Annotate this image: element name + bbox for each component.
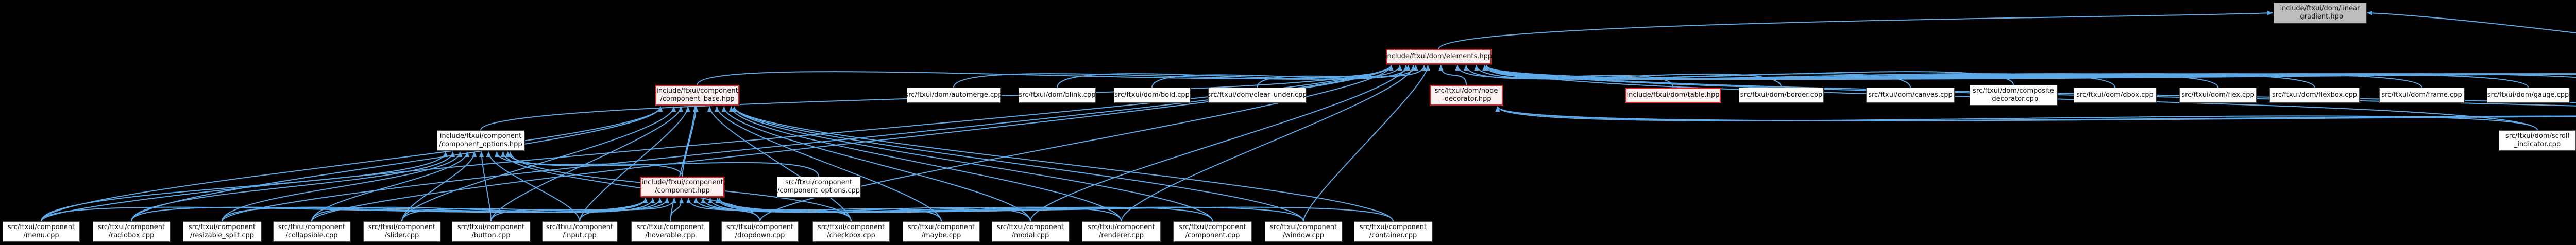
- graph-node-slider-cpp[interactable]: src/ftxui/component /slider.cpp: [363, 221, 440, 242]
- include-edge: [2367, 10, 2576, 33]
- graph-node-hoverable-cpp[interactable]: src/ftxui/component /hoverable.cpp: [631, 221, 709, 242]
- graph-node-flexbox-cpp[interactable]: src/ftxui/dom/flexbox.cpp: [2269, 87, 2360, 103]
- graph-node-border-cpp[interactable]: src/ftxui/dom/border.cpp: [1739, 87, 1824, 103]
- graph-node-linear-gradient-hpp: include/ftxui/dom/linear _gradient.hpp: [2274, 3, 2366, 23]
- include-edge: [1495, 106, 2576, 121]
- include-edge: [131, 198, 648, 222]
- graph-node-node-decorator-hpp[interactable]: src/ftxui/dom/node _decorator.hpp: [1430, 85, 1503, 106]
- include-edge: [479, 151, 492, 222]
- graph-node-clear-under-cpp[interactable]: src/ftxui/dom/clear_under.cpp: [1207, 87, 1307, 103]
- graph-node-checkbox-cpp[interactable]: src/ftxui/component /checkbox.cpp: [812, 221, 890, 242]
- graph-node-canvas-cpp[interactable]: src/ftxui/dom/canvas.cpp: [1866, 87, 1955, 103]
- include-edge: [505, 151, 819, 177]
- graph-node-component-options-hpp[interactable]: include/ftxui/component /component_optio…: [437, 130, 524, 151]
- graph-node-dbox-cpp[interactable]: src/ftxui/dom/dbox.cpp: [2074, 87, 2156, 103]
- graph-node-composite-decorator-cpp[interactable]: src/ftxui/dom/composite _decorator.cpp: [1970, 85, 2057, 106]
- graph-node-dropdown-cpp[interactable]: src/ftxui/component /dropdown.cpp: [721, 221, 799, 242]
- graph-node-automerge-cpp[interactable]: src/ftxui/dom/automerge.cpp: [905, 87, 1003, 103]
- graph-node-flex-cpp[interactable]: src/ftxui/dom/flex.cpp: [2179, 87, 2257, 103]
- include-edge: [714, 106, 942, 222]
- graph-node-scroll-indicator-cpp[interactable]: src/ftxui/dom/scroll _indicator.cpp: [2499, 130, 2576, 151]
- graph-node-collapsible-cpp[interactable]: src/ftxui/component /collapsible.cpp: [273, 221, 350, 242]
- include-edge: [1121, 65, 1416, 222]
- include-edge: [759, 65, 1394, 222]
- include-edge: [721, 106, 1031, 222]
- include-edge: [717, 198, 1213, 222]
- graph-node-renderer-cpp[interactable]: src/ftxui/component /renderer.cpp: [1082, 221, 1161, 242]
- graph-node-component-hpp[interactable]: include/ftxui/component /component.hpp: [640, 177, 724, 197]
- include-edge: [1303, 65, 1430, 222]
- include-edge: [1257, 65, 1427, 88]
- graph-node-gauge-cpp[interactable]: src/ftxui/dom/gauge.cpp: [2487, 87, 2569, 103]
- graph-node-container-cpp[interactable]: src/ftxui/component /container.cpp: [1354, 221, 1432, 242]
- include-edge: [717, 198, 1394, 222]
- include-edge: [1495, 106, 2538, 131]
- include-edge: [131, 151, 455, 222]
- include-edge: [311, 198, 655, 222]
- include-edge: [686, 198, 760, 222]
- graph-node-button-cpp[interactable]: src/ftxui/component /button.cpp: [452, 221, 530, 242]
- include-edge: [490, 198, 670, 222]
- include-edge: [41, 65, 1394, 222]
- graph-node-bold-cpp[interactable]: src/ftxui/dom/bold.cpp: [1114, 87, 1190, 103]
- include-edge: [732, 106, 1304, 222]
- include-edge: [579, 198, 676, 222]
- graph-node-elements-hpp[interactable]: include/ftxui/dom/elements.hpp: [1385, 49, 1492, 64]
- include-edge: [670, 198, 684, 222]
- graph-node-modal-cpp[interactable]: src/ftxui/component /modal.cpp: [992, 221, 1069, 242]
- graph-node-radiobox-cpp[interactable]: src/ftxui/component /radiobox.cpp: [93, 221, 170, 242]
- include-edge: [486, 151, 580, 222]
- graph-node-table-hpp[interactable]: include/ftxui/dom/table.hpp: [1625, 87, 1721, 103]
- include-edge: [41, 151, 448, 222]
- include-edge: [1484, 65, 2576, 80]
- include-edge: [732, 106, 1394, 222]
- include-edge: [311, 151, 470, 222]
- graph-node-maybe-cpp[interactable]: src/ftxui/component /maybe.cpp: [903, 221, 980, 242]
- include-edge: [1030, 65, 1409, 222]
- include-edge: [701, 198, 942, 222]
- include-edge: [222, 151, 463, 222]
- graph-node-component-options-cpp[interactable]: src/ftxui/component /component_options.c…: [777, 177, 860, 197]
- graph-node-component-base-hpp[interactable]: include/ftxui/component /component_base.…: [655, 85, 739, 106]
- graph-node-frame-cpp[interactable]: src/ftxui/dom/frame.cpp: [2379, 87, 2464, 103]
- include-edge: [732, 106, 1213, 222]
- graph-node-component-cpp[interactable]: src/ftxui/component /component.cpp: [1173, 221, 1252, 242]
- include-edge: [401, 151, 477, 222]
- graph-node-window-cpp[interactable]: src/ftxui/component /window.cpp: [1265, 221, 1342, 242]
- include-edge: [222, 65, 1394, 222]
- include-edge: [682, 106, 699, 177]
- include-edge: [41, 198, 648, 222]
- include-edge: [697, 65, 1394, 85]
- graph-node-input-cpp[interactable]: src/ftxui/component /input.cpp: [542, 221, 617, 242]
- graph-node-menu-cpp[interactable]: src/ftxui/component /menu.cpp: [3, 221, 80, 242]
- include-edge: [728, 106, 1122, 222]
- graph-node-blink-cpp[interactable]: src/ftxui/dom/blink.cpp: [1019, 87, 1096, 103]
- graph-node-resizable-split-cpp[interactable]: src/ftxui/component /resizable_split.cpp: [183, 221, 261, 242]
- include-edge: [1438, 65, 1467, 85]
- include-edge: [494, 151, 683, 177]
- include-edge: [715, 198, 1122, 222]
- include-edge: [1438, 10, 2273, 49]
